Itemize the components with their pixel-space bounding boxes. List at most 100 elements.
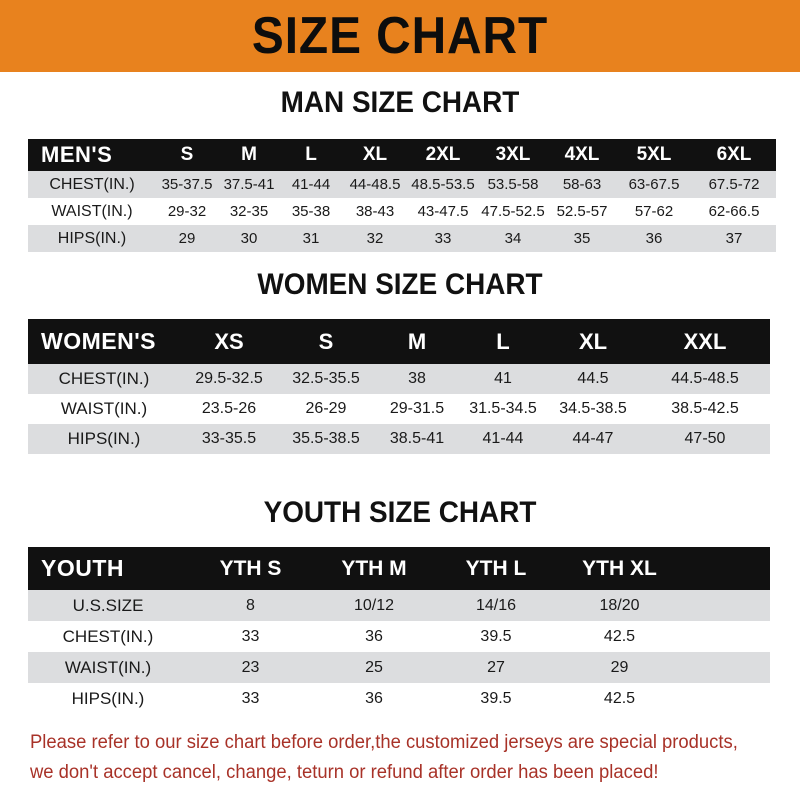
women-cell: 44.5 (546, 364, 640, 394)
youth-cell: 27 (435, 652, 557, 683)
women-row-label: CHEST(IN.) (28, 364, 180, 394)
men-cell: 63-67.5 (616, 171, 692, 198)
youth-cell-spacer (682, 683, 770, 714)
men-cell: 58-63 (548, 171, 616, 198)
youth-cell: 25 (313, 652, 435, 683)
table-row: HIPS(IN.) 29 30 31 32 33 34 35 36 37 (28, 225, 776, 252)
youth-cell: 36 (313, 683, 435, 714)
men-cell: 41-44 (280, 171, 342, 198)
women-header-row: WOMEN'S XS S M L XL XXL (28, 319, 770, 364)
women-size-table: WOMEN'S XS S M L XL XXL CHEST(IN.) 29.5-… (28, 319, 770, 454)
men-cell: 47.5-52.5 (478, 198, 548, 225)
table-row: HIPS(IN.) 33 36 39.5 42.5 (28, 683, 770, 714)
youth-cell-spacer (682, 621, 770, 652)
banner-title: SIZE CHART (251, 7, 549, 65)
women-col-header: S (278, 319, 374, 364)
size-chart-banner: SIZE CHART (0, 0, 800, 72)
youth-row-label: WAIST(IN.) (28, 652, 188, 683)
men-cell: 44-48.5 (342, 171, 408, 198)
men-header-row: MEN'S S M L XL 2XL 3XL 4XL 5XL 6XL (28, 139, 776, 171)
youth-col-header: YTH S (188, 547, 313, 590)
women-size-chart-title: WOMEN SIZE CHART (257, 268, 543, 301)
women-cell: 41 (460, 364, 546, 394)
youth-cell: 29 (557, 652, 682, 683)
youth-cell: 42.5 (557, 683, 682, 714)
men-cell: 53.5-58 (478, 171, 548, 198)
men-cell: 67.5-72 (692, 171, 776, 198)
youth-size-table: YOUTH YTH S YTH M YTH L YTH XL U.S.SIZE … (28, 547, 770, 714)
table-row: WAIST(IN.) 23 25 27 29 (28, 652, 770, 683)
youth-cell: 14/16 (435, 590, 557, 621)
women-cell: 29-31.5 (374, 394, 460, 424)
youth-cell: 39.5 (435, 683, 557, 714)
men-cell: 35-37.5 (156, 171, 218, 198)
men-cell: 52.5-57 (548, 198, 616, 225)
youth-cell: 10/12 (313, 590, 435, 621)
women-cell: 33-35.5 (180, 424, 278, 454)
men-cell: 33 (408, 225, 478, 252)
men-col-header: 2XL (408, 139, 478, 171)
women-cell: 41-44 (460, 424, 546, 454)
women-cell: 38 (374, 364, 460, 394)
men-cell: 48.5-53.5 (408, 171, 478, 198)
youth-col-header: YTH XL (557, 547, 682, 590)
order-policy-note: Please refer to our size chart before or… (30, 728, 756, 788)
youth-cell: 33 (188, 621, 313, 652)
youth-row-label: HIPS(IN.) (28, 683, 188, 714)
women-row-label: WAIST(IN.) (28, 394, 180, 424)
youth-cell-spacer (682, 590, 770, 621)
youth-cell: 36 (313, 621, 435, 652)
women-col-header: XS (180, 319, 278, 364)
men-cell: 30 (218, 225, 280, 252)
youth-size-chart-title: YOUTH SIZE CHART (263, 496, 537, 529)
men-col-header: M (218, 139, 280, 171)
men-cell: 32 (342, 225, 408, 252)
men-row-label: CHEST(IN.) (28, 171, 156, 198)
table-row: WAIST(IN.) 29-32 32-35 35-38 38-43 43-47… (28, 198, 776, 225)
men-row-label: WAIST(IN.) (28, 198, 156, 225)
youth-cell: 18/20 (557, 590, 682, 621)
women-col-header: XXL (640, 319, 770, 364)
women-cell: 31.5-34.5 (460, 394, 546, 424)
men-col-header: 6XL (692, 139, 776, 171)
youth-cell: 33 (188, 683, 313, 714)
women-col-header: L (460, 319, 546, 364)
men-cell: 29 (156, 225, 218, 252)
men-size-table: MEN'S S M L XL 2XL 3XL 4XL 5XL 6XL CHEST… (28, 139, 776, 252)
women-cell: 38.5-42.5 (640, 394, 770, 424)
men-col-header: 3XL (478, 139, 548, 171)
women-cell: 44-47 (546, 424, 640, 454)
table-row: HIPS(IN.) 33-35.5 35.5-38.5 38.5-41 41-4… (28, 424, 770, 454)
women-header-label: WOMEN'S (28, 319, 180, 364)
women-cell: 32.5-35.5 (278, 364, 374, 394)
youth-cell: 39.5 (435, 621, 557, 652)
women-cell: 35.5-38.5 (278, 424, 374, 454)
women-cell: 26-29 (278, 394, 374, 424)
men-cell: 32-35 (218, 198, 280, 225)
youth-cell: 8 (188, 590, 313, 621)
order-policy-line-2: we don't accept cancel, change, teturn o… (30, 762, 659, 783)
youth-col-header: YTH L (435, 547, 557, 590)
men-col-header: XL (342, 139, 408, 171)
men-cell: 43-47.5 (408, 198, 478, 225)
women-col-header: M (374, 319, 460, 364)
men-col-header: 4XL (548, 139, 616, 171)
youth-header-row: YOUTH YTH S YTH M YTH L YTH XL (28, 547, 770, 590)
men-cell: 35-38 (280, 198, 342, 225)
men-cell: 35 (548, 225, 616, 252)
men-cell: 57-62 (616, 198, 692, 225)
men-cell: 34 (478, 225, 548, 252)
youth-row-label: CHEST(IN.) (28, 621, 188, 652)
women-col-header: XL (546, 319, 640, 364)
men-header-label: MEN'S (28, 139, 156, 171)
women-cell: 29.5-32.5 (180, 364, 278, 394)
men-cell: 31 (280, 225, 342, 252)
women-row-label: HIPS(IN.) (28, 424, 180, 454)
women-cell: 44.5-48.5 (640, 364, 770, 394)
youth-row-label: U.S.SIZE (28, 590, 188, 621)
table-row: CHEST(IN.) 33 36 39.5 42.5 (28, 621, 770, 652)
women-cell: 23.5-26 (180, 394, 278, 424)
men-cell: 29-32 (156, 198, 218, 225)
table-row: CHEST(IN.) 29.5-32.5 32.5-35.5 38 41 44.… (28, 364, 770, 394)
women-cell: 47-50 (640, 424, 770, 454)
